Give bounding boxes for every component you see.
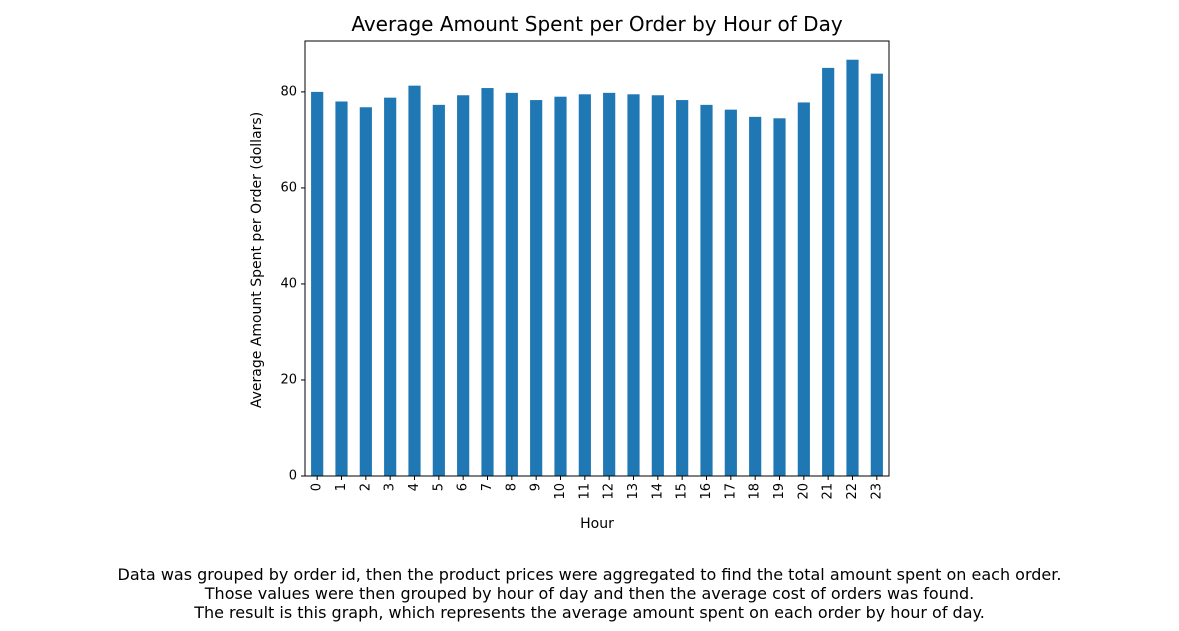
x-axis-ticks: 0 1 2 3 4 5 6 7 8 9 10 11 12 13 14 15 16 17 18 19 20 21 22 23	[310, 476, 884, 500]
x-tick-label: 23	[869, 483, 884, 500]
x-tick-label: 5	[431, 483, 446, 491]
bar-hour-2	[359, 107, 372, 477]
x-tick-label: 13	[626, 483, 641, 500]
bar-hour-17	[724, 109, 737, 477]
y-axis-ticks: 0 20 40 60 80	[280, 84, 305, 484]
bar-hour-20	[797, 102, 810, 476]
x-tick-label: 16	[699, 483, 714, 500]
chart-title: Average Amount Spent per Order by Hour o…	[351, 12, 842, 36]
x-tick-label: 19	[772, 483, 787, 500]
bar-hour-6	[457, 95, 470, 476]
bar-hour-15	[676, 100, 689, 477]
x-tick-label: 18	[748, 483, 763, 500]
x-tick-label: 2	[358, 483, 373, 491]
bar-hour-4	[408, 85, 421, 477]
bar-hour-3	[384, 97, 397, 476]
x-tick-label: 21	[821, 483, 836, 500]
y-tick-label: 20	[280, 372, 297, 387]
bar-hour-23	[870, 73, 883, 476]
x-axis-label: Hour	[580, 516, 614, 532]
bar-chart: Average Amount Spent per Order by Hour o…	[249, 12, 890, 532]
x-tick-label: 6	[456, 483, 471, 491]
y-tick-label: 80	[280, 84, 297, 99]
y-tick-label: 40	[280, 276, 297, 291]
bar-hour-13	[627, 94, 640, 476]
x-tick-label: 12	[602, 483, 617, 500]
bar-hour-14	[651, 95, 664, 476]
y-tick-label: 60	[280, 180, 297, 195]
bar-hour-22	[846, 59, 859, 477]
plot-frame	[304, 40, 890, 477]
bar-hour-7	[481, 88, 494, 476]
bar-hour-19	[773, 118, 786, 476]
x-tick-label: 0	[310, 483, 325, 491]
y-tick-label: 0	[289, 469, 297, 484]
x-tick-label: 20	[796, 483, 811, 500]
x-tick-label: 15	[675, 483, 690, 500]
x-tick-label: 3	[383, 483, 398, 491]
x-tick-label: 8	[504, 483, 519, 491]
bars-group	[311, 59, 883, 477]
y-axis-label: Average Amount Spent per Order (dollars)	[249, 112, 265, 408]
bar-hour-9	[530, 100, 543, 477]
caption-line-1: Data was grouped by order id, then the p…	[117, 565, 1062, 584]
x-tick-label: 4	[407, 483, 422, 491]
bar-hour-11	[578, 94, 591, 476]
x-tick-label: 17	[723, 483, 738, 500]
bar-hour-8	[505, 92, 518, 476]
x-tick-label: 22	[845, 483, 860, 500]
bar-hour-1	[335, 101, 348, 476]
bar-hour-12	[603, 92, 616, 476]
bar-hour-0	[311, 91, 324, 476]
x-tick-label: 9	[529, 483, 544, 491]
caption-line-2: Those values were then grouped by hour o…	[204, 584, 975, 603]
x-tick-label: 7	[480, 483, 495, 491]
x-tick-label: 10	[553, 483, 568, 500]
x-tick-label: 14	[650, 483, 665, 500]
chart-caption: Data was grouped by order id, then the p…	[0, 565, 1179, 622]
bar-hour-18	[749, 116, 762, 476]
x-tick-label: 1	[334, 483, 349, 491]
bar-hour-21	[822, 67, 835, 476]
bar-hour-10	[554, 96, 567, 476]
bar-hour-16	[700, 104, 713, 477]
bar-hour-5	[432, 104, 445, 477]
x-tick-label: 11	[577, 483, 592, 500]
caption-line-3: The result is this graph, which represen…	[194, 603, 985, 622]
